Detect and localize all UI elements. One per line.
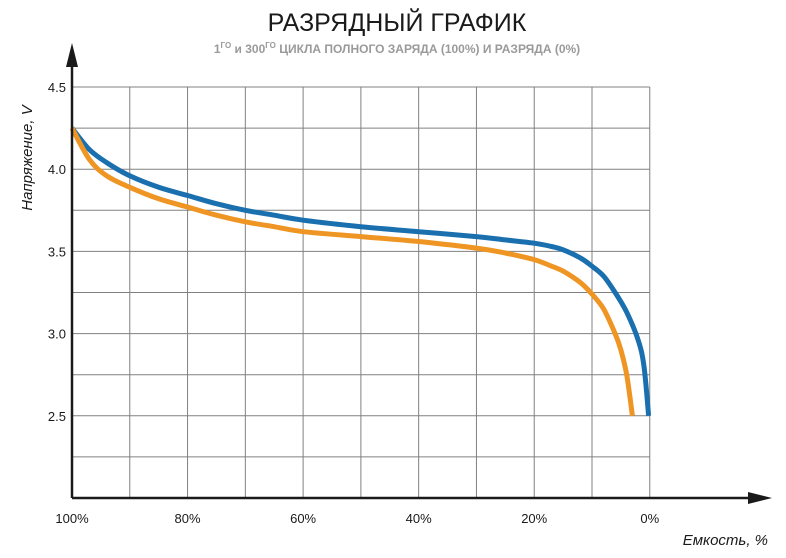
y-tick-label-0: 4.5 <box>48 80 66 95</box>
y-axis-label: Напряжение, V <box>19 103 36 210</box>
chart-subtitle: 1ГО и 300ГО ЦИКЛА ПОЛНОГО ЗАРЯДА (100%) … <box>214 41 580 56</box>
x-tick-label-5: 0% <box>640 511 659 526</box>
x-axis-arrow <box>748 492 772 504</box>
y-axis-arrow <box>66 43 78 67</box>
x-tick-label-0: 100% <box>55 511 89 526</box>
y-tick-label-4: 2.5 <box>48 409 66 424</box>
y-tick-label-1: 4.0 <box>48 162 66 177</box>
subtitle-part2: и 300 <box>231 42 265 56</box>
series-line-0 <box>70 126 652 417</box>
series-line-1 <box>69 126 635 417</box>
series-lines <box>69 126 652 417</box>
x-tick-label-4: 20% <box>521 511 547 526</box>
subtitle-sup1: ГО <box>221 41 232 50</box>
x-tick-label-1: 80% <box>175 511 201 526</box>
y-tick-label-2: 3.5 <box>48 244 66 259</box>
subtitle-part3: ЦИКЛА ПОЛНОГО ЗАРЯДА (100%) И РАЗРЯДА (0… <box>276 42 580 56</box>
subtitle-part1: 1 <box>214 42 221 56</box>
x-tick-label-2: 60% <box>290 511 316 526</box>
chart-title: РАЗРЯДНЫЙ ГРАФИК <box>268 7 527 37</box>
subtitle-sup2: ГО <box>265 41 276 50</box>
axes <box>66 43 772 504</box>
grid <box>72 86 651 498</box>
x-axis-label: Емкость, % <box>683 532 768 549</box>
tick-labels: 100% 80% 60% 40% 20% 0% 4.5 4.0 3.5 3.0 2.5 <box>48 80 660 526</box>
x-tick-label-3: 40% <box>406 511 432 526</box>
y-tick-label-3: 3.0 <box>48 327 66 342</box>
